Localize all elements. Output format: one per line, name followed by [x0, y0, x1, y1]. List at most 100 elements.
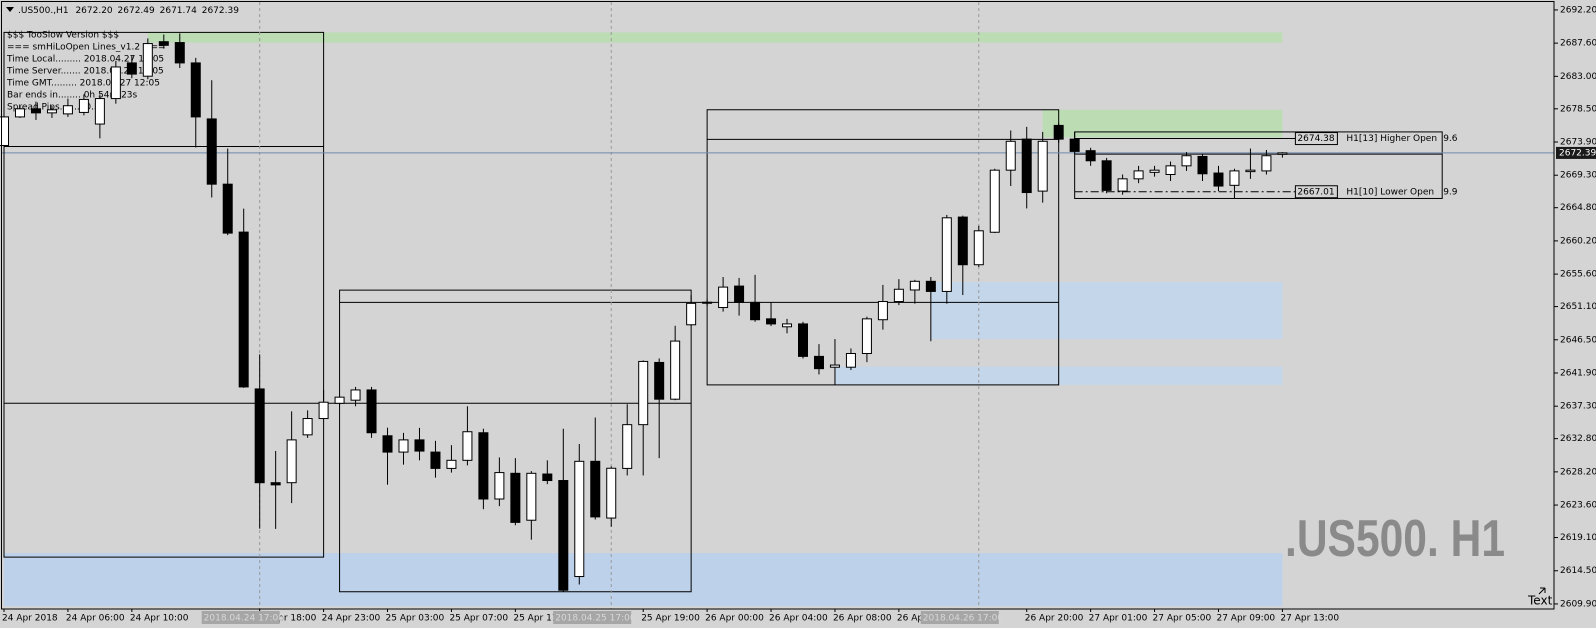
candle-body [909, 280, 920, 291]
current-price-box [1556, 146, 1596, 159]
candle-body [78, 98, 89, 113]
candle-body [286, 439, 297, 484]
candle-body [1069, 138, 1080, 152]
menu-triangle[interactable] [6, 7, 14, 12]
axis-layer: 2692.20 2687.60 2683.00 2678.50 2673.90 2669.… [2, 5, 1596, 624]
candle-body [1133, 170, 1144, 180]
candle-body [382, 435, 393, 453]
zone [1042, 109, 1283, 138]
candle-body [957, 216, 968, 266]
candle-body [1245, 169, 1256, 173]
x-tick-label: 25 Apr 19:00 [641, 614, 700, 624]
candle-body [366, 389, 377, 434]
x-tick-label: 27 Apr 01:00 [1089, 614, 1148, 624]
zone [147, 32, 1283, 43]
candle-body [174, 42, 185, 64]
price-label: 2667.01 [1297, 187, 1334, 197]
candle-body [925, 280, 936, 292]
watermark: .US500. H1 [1285, 510, 1505, 568]
candle-body [750, 301, 761, 321]
candle-body [110, 66, 121, 100]
x-tick-label: 25 Apr 11:00 [513, 614, 572, 624]
y-tick-label: 2609.90 [1560, 599, 1596, 609]
header-open: 2672.20 [75, 6, 112, 16]
x-tick-label: 24 Apr 10:00 [130, 614, 189, 624]
x-tick-label: 24 Apr 18:00 [258, 614, 317, 624]
annotation-text: H1[13] Higher Open [1346, 134, 1437, 144]
x-tick-label: 26 Apr 00:00 [705, 614, 764, 624]
candle-body [670, 340, 681, 400]
separator-label-box [920, 611, 999, 624]
header-low: 2671.74 [160, 6, 197, 16]
zone [930, 282, 1283, 340]
chart-header: .US500.,H1 2672.20 2672.49 2671.74 2672.… [18, 6, 239, 16]
candle-body [654, 361, 665, 400]
separator-label-box [201, 611, 280, 624]
text-object[interactable]: Text [1527, 594, 1553, 608]
x-tick-label: 27 Apr 09:00 [1216, 614, 1275, 624]
candle-body [1197, 155, 1208, 175]
candle-body [1181, 155, 1192, 167]
candle-body [941, 217, 952, 292]
candle-body [734, 285, 745, 303]
range-box [706, 109, 1060, 386]
symbol: .US500.,H1 [18, 6, 69, 16]
candle-body [638, 360, 649, 426]
y-tick-label: 2655.60 [1560, 270, 1596, 280]
info-line: === smHiLoOpen Lines_v1.2 === [7, 43, 166, 53]
candle-body [1037, 140, 1048, 192]
info-line: Time Local......... 2018.04.27 13:05 [6, 55, 164, 65]
candle-body [1101, 160, 1112, 191]
candle-body [190, 62, 201, 118]
x-tick-label: 26 Apr 04:00 [769, 614, 828, 624]
separator-label-box [553, 611, 632, 624]
candle-body [542, 473, 553, 482]
range-box [3, 31, 325, 558]
y-tick-label: 2660.20 [1560, 236, 1596, 246]
candle-body [494, 472, 505, 500]
candle-body [158, 41, 169, 46]
y-tick-label: 2678.50 [1560, 104, 1596, 114]
header-close: 2672.39 [202, 6, 239, 16]
candle-body [989, 169, 1000, 233]
x-tick-label: 24 Apr 2018 [2, 614, 58, 624]
candle-body [478, 432, 489, 500]
candle-body [446, 459, 457, 469]
annotation-pips: 9.6 [1443, 134, 1458, 144]
y-tick-label: 2669.30 [1560, 171, 1596, 181]
candle-body [1021, 138, 1032, 194]
range-box [339, 289, 692, 593]
candle-body [30, 108, 41, 114]
candle-body [1261, 155, 1272, 172]
candle-body [398, 439, 409, 453]
candle-body [142, 43, 153, 77]
candle-body [1005, 140, 1016, 171]
candle-body [462, 431, 473, 461]
candle-body [94, 98, 105, 125]
candle-body [350, 389, 361, 401]
candle-body [622, 424, 633, 469]
plot-frame [1, 1, 1555, 610]
x-tick-label: 24 Apr 06:00 [66, 614, 125, 624]
x-tick-label: 24 Apr 23:00 [322, 614, 381, 624]
candle-body [1053, 124, 1064, 140]
y-tick-label: 2641.90 [1560, 368, 1596, 378]
candle-body [686, 302, 697, 326]
candle-body [1277, 152, 1288, 155]
candle-body [302, 418, 313, 436]
price-label: 2674.38 [1297, 134, 1334, 144]
candle-body [590, 460, 601, 518]
y-tick-label: 2683.00 [1560, 72, 1596, 82]
x-tick-label: 25 Apr 03:00 [386, 614, 445, 624]
candle-body [718, 286, 729, 309]
y-tick-label: 2619.10 [1560, 533, 1596, 543]
candle-body [222, 183, 233, 234]
y-tick-label: 2673.90 [1560, 138, 1596, 148]
candle-body [238, 231, 249, 388]
candle-body [606, 467, 617, 519]
text-object-arrow [1538, 587, 1546, 595]
y-tick-label: 2628.20 [1560, 467, 1596, 477]
candle-body [270, 482, 281, 486]
range-box [1074, 131, 1443, 199]
